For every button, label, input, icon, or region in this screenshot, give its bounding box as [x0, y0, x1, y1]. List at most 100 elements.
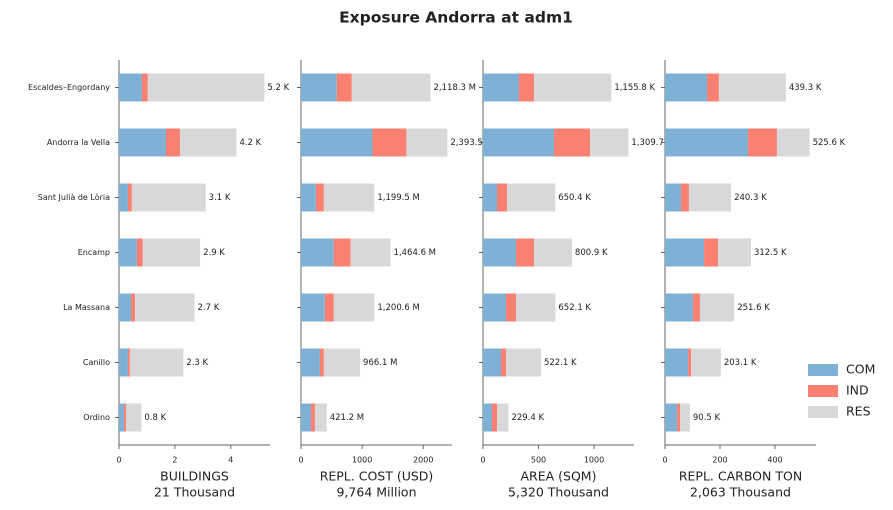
legend-label: IND — [846, 383, 869, 398]
bar-segment — [483, 73, 519, 102]
total-label: 1,155.8 K — [614, 83, 655, 93]
bar-segment — [707, 73, 719, 102]
bar-segment — [505, 293, 516, 322]
bar-segment — [693, 293, 700, 322]
bar-segment — [665, 183, 681, 212]
total-label: 2.7 K — [198, 303, 220, 313]
bar-segment — [179, 128, 237, 157]
x-tick-label: 0 — [480, 456, 485, 465]
bar-segment — [372, 128, 407, 157]
total-label: 0.8 K — [144, 413, 166, 423]
bar-segment — [333, 238, 351, 267]
bar-segment — [141, 73, 148, 102]
bar-segment — [333, 293, 375, 322]
bar-segment — [119, 183, 128, 212]
total-label: 3.1 K — [209, 193, 231, 203]
x-tick-label: 500 — [531, 456, 546, 465]
total-label: 421.2 M — [330, 413, 364, 423]
total-label: 2.9 K — [203, 248, 225, 258]
legend-label: COM — [846, 362, 875, 377]
bar-segment — [483, 293, 506, 322]
bar-segment — [515, 238, 534, 267]
bar-segment — [323, 348, 361, 377]
category-label: Encamp — [78, 248, 110, 257]
bar-segment — [533, 238, 572, 267]
bar-segment — [129, 348, 184, 377]
bar-segment — [533, 73, 612, 102]
bar-segment — [119, 348, 128, 377]
bar-segment — [119, 403, 125, 432]
category-label: Sant Julià de Lòria — [38, 192, 110, 202]
x-axis-sublabel: 2,063 Thousand — [690, 485, 791, 500]
category-label: La Massana — [63, 303, 110, 312]
bar-segment — [518, 73, 534, 102]
bar-segment — [704, 238, 719, 267]
total-label: 652.1 K — [558, 303, 591, 313]
total-label: 650.4 K — [558, 193, 591, 203]
bar-segment — [496, 183, 507, 212]
category-label: Andorra la Vella — [47, 138, 110, 147]
legend-swatch — [808, 364, 838, 376]
bar-segment — [776, 128, 810, 157]
total-label: 203.1 K — [724, 358, 757, 368]
bar-segment — [748, 128, 777, 157]
total-label: 2,118.3 M — [433, 83, 475, 93]
bar-segment — [665, 348, 689, 377]
bar-segment — [119, 73, 142, 102]
bar-segment — [483, 128, 555, 157]
bar-segment — [301, 403, 311, 432]
x-axis-label: REPL. COST (USD) — [320, 469, 434, 484]
bar-segment — [665, 238, 705, 267]
total-label: 251.6 K — [737, 303, 770, 313]
bar-segment — [147, 73, 265, 102]
x-tick-label: 2000 — [413, 456, 433, 465]
bar-segment — [301, 348, 320, 377]
total-label: 4.2 K — [239, 138, 261, 148]
bar-segment — [119, 293, 132, 322]
x-axis-label: BUILDINGS — [160, 469, 229, 484]
bar-segment — [491, 403, 497, 432]
bar-segment — [319, 348, 324, 377]
x-tick-label: 1000 — [584, 456, 604, 465]
x-tick-label: 0 — [298, 456, 303, 465]
bar-segment — [119, 238, 137, 267]
bar-segment — [699, 293, 735, 322]
bar-segment — [142, 238, 201, 267]
bar-segment — [665, 403, 678, 432]
bar-segment — [483, 183, 497, 212]
bar-segment — [131, 293, 135, 322]
legend-label: RES — [846, 404, 871, 419]
bar-segment — [718, 73, 786, 102]
total-label: 800.9 K — [575, 248, 608, 258]
bar-segment — [506, 183, 556, 212]
legend-swatch — [808, 406, 838, 418]
legend-swatch — [808, 385, 838, 397]
bar-segment — [680, 403, 690, 432]
x-axis-sublabel: 9,764 Million — [336, 485, 416, 500]
x-tick-label: 0 — [116, 456, 121, 465]
bar-segment — [301, 128, 373, 157]
x-axis-label: REPL. CARBON TON — [679, 469, 802, 484]
x-axis-label: AREA (SQM) — [521, 469, 597, 484]
bar-segment — [496, 403, 509, 432]
bar-segment — [336, 73, 352, 102]
bar-segment — [483, 238, 516, 267]
figure-title: Exposure Andorra at adm1 — [339, 9, 573, 27]
bar-segment — [301, 73, 337, 102]
total-label: 522.1 K — [544, 358, 577, 368]
total-label: 1,199.5 M — [377, 193, 419, 203]
bar-segment — [483, 403, 492, 432]
total-label: 2,393.5 — [450, 138, 482, 148]
total-label: 1,464.6 M — [394, 248, 436, 258]
total-label: 439.3 K — [789, 83, 822, 93]
bar-segment — [323, 183, 375, 212]
x-tick-label: 0 — [662, 456, 667, 465]
bar-segment — [315, 183, 324, 212]
x-tick-label: 1000 — [352, 456, 372, 465]
bar-segment — [505, 348, 541, 377]
bar-segment — [125, 403, 142, 432]
bar-segment — [301, 238, 334, 267]
bar-segment — [677, 403, 681, 432]
bar-segment — [314, 403, 327, 432]
